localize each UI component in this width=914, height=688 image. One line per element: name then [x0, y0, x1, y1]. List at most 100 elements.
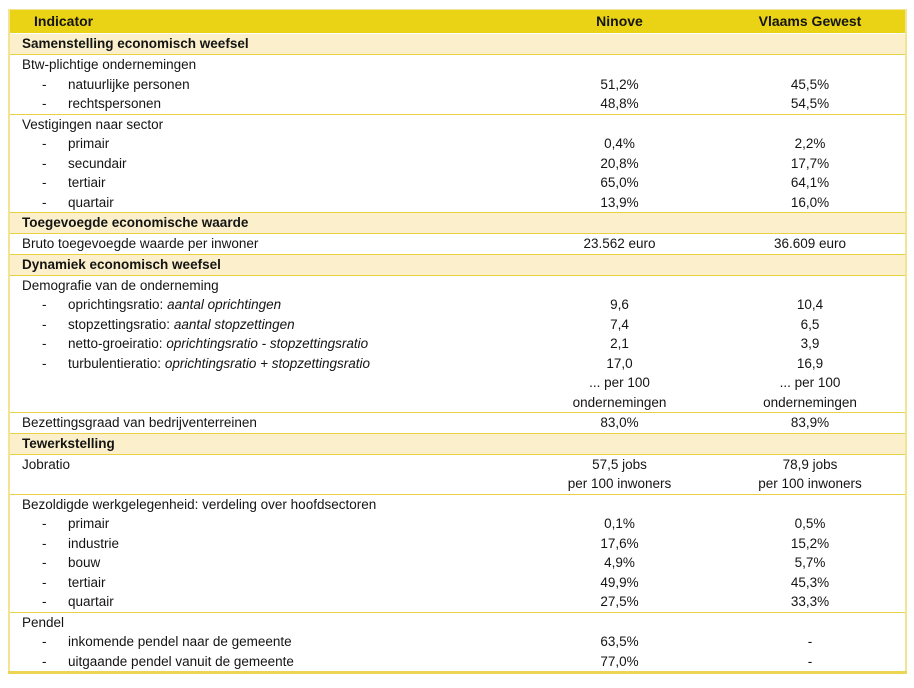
value-vlaams-gewest: 83,9%: [790, 415, 830, 430]
value-vlaams-gewest: 17,7%: [790, 155, 830, 171]
row-label: - quartair: [9, 193, 524, 213]
sub-row: - rechtspersonen 48,8% 54,5%: [9, 94, 906, 114]
group-label: Btw-plichtige ondernemingen: [22, 57, 197, 72]
sub-row: - turbulentieratio: oprichtingsratio + st…: [9, 354, 906, 374]
dash-bullet: -: [42, 297, 47, 312]
value-vlaams-gewest: 33,3%: [790, 594, 830, 609]
row-label-italic: oprichtingsratio + stopzettingsratio: [164, 355, 371, 371]
group-row: Demografie van de onderneming: [9, 275, 906, 295]
dash-bullet: -: [42, 594, 47, 609]
row-label: - turbulentieratio: oprichtingsratio + st…: [9, 354, 524, 374]
row-label-text: natuurlijke personen: [68, 76, 190, 92]
row-row: Bezettingsgraad van bedrijventerreinen 83…: [9, 412, 906, 434]
sub-row: - stopzettingsratio: aantal stopzettingen…: [9, 315, 906, 335]
note-row: ... per 100 ondernemingen ... per 100 ond…: [9, 373, 906, 413]
row-label-text: turbulentieratio:: [68, 355, 165, 371]
section-label: Toegevoegde economische waarde: [9, 212, 906, 234]
group-row: Bezoldigde werkgelegenheid: verdeling ov…: [9, 494, 906, 514]
sub-row: - primair 0,1% 0,5%: [9, 514, 906, 534]
value-ninove: 4,9%: [604, 555, 635, 570]
row-label-text: secundair: [68, 155, 127, 171]
dash-bullet: -: [42, 574, 47, 590]
column-header-vlaams-gewest: Vlaams Gewest: [715, 9, 906, 34]
value-ninove: 23.562 euro: [583, 236, 656, 251]
value-vlaams-gewest: 2,2%: [794, 136, 826, 151]
row-label-italic: aantal stopzettingen: [173, 316, 295, 332]
sub-row: - tertiair 65,0% 64,1%: [9, 173, 906, 193]
dash-bullet: -: [42, 634, 47, 649]
value-vlaams-gewest: 3,9: [800, 336, 820, 351]
value-vlaams-gewest: 45,5%: [790, 76, 830, 92]
row-label: - secundair: [9, 154, 524, 174]
row-label-text: primair: [68, 516, 110, 531]
sub-row: - oprichtingsratio: aantal oprichtingen 9,…: [9, 295, 906, 315]
row-label-text: rechtspersonen: [68, 96, 162, 111]
dash-bullet: -: [42, 155, 47, 171]
row-label: - uitgaande pendel vanuit de gemeente: [9, 652, 524, 673]
row-label: - rechtspersonen: [9, 94, 524, 114]
row-label: [9, 373, 524, 413]
row-label-text: Jobratio: [22, 456, 71, 472]
group-row: Vestigingen naar sector: [9, 114, 906, 134]
value-ninove: 17,6%: [600, 535, 639, 551]
dash-bullet: -: [42, 535, 47, 551]
dash-bullet: -: [42, 136, 47, 151]
group-label: Pendel: [22, 614, 65, 630]
value-ninove: 7,4: [610, 316, 629, 332]
dash-bullet: -: [42, 316, 47, 332]
section-label: Dynamiek economisch weefsel: [9, 254, 906, 275]
row-label-text: oprichtingsratio:: [68, 297, 168, 312]
row-label: - stopzettingsratio: aantal stopzettingen: [9, 315, 524, 335]
section-row: Toegevoegde economische waarde: [9, 212, 906, 234]
value-vlaams-gewest: 45,3%: [790, 574, 830, 590]
value-vlaams-gewest: 64,1%: [790, 175, 830, 190]
value-ninove: 2,1: [610, 336, 629, 351]
value-ninove: 83,0%: [600, 415, 639, 430]
group-label: Demografie van de onderneming: [22, 277, 219, 293]
sub-row: - industrie 17,6% 15,2%: [9, 534, 906, 554]
row-label-text: tertiair: [68, 574, 106, 590]
value-vlaams-gewest: 15,2%: [790, 535, 830, 551]
value-ninove: 57,5 jobs per 100 inwoners: [567, 456, 672, 492]
value-ninove: 63,5%: [600, 634, 639, 649]
section-row: Dynamiek economisch weefsel: [9, 254, 906, 275]
dash-bullet: -: [42, 653, 47, 669]
value-vlaams-gewest: ... per 100 ondernemingen: [763, 375, 857, 410]
group-label: Vestigingen naar sector: [22, 116, 164, 132]
dash-bullet: -: [42, 336, 47, 351]
value-vlaams-gewest: 0,5%: [794, 516, 826, 531]
row-label: - primair: [9, 514, 524, 534]
dash-bullet: -: [42, 555, 47, 570]
dash-bullet: -: [42, 96, 47, 111]
sub-row: - quartair 13,9% 16,0%: [9, 193, 906, 213]
row-label: - tertiair: [9, 173, 524, 193]
row-label-text: tertiair: [68, 175, 106, 190]
value-vlaams-gewest: 5,7%: [794, 555, 826, 570]
sub-row: - bouw 4,9% 5,7%: [9, 553, 906, 573]
value-vlaams-gewest: 54,5%: [790, 96, 830, 111]
row-label-text: inkomende pendel naar de gemeente: [68, 634, 292, 649]
column-header-indicator: Indicator: [9, 9, 524, 34]
dash-bullet: -: [42, 194, 47, 210]
value-ninove: 9,6: [610, 297, 629, 312]
value-ninove: 48,8%: [600, 96, 639, 111]
value-ninove: 17,0: [606, 355, 633, 371]
section-row: Samenstelling economisch weefsel: [9, 33, 906, 55]
sub-row: - quartair 27,5% 33,3%: [9, 592, 906, 612]
value-ninove: 0,4%: [604, 136, 635, 151]
row-label: - netto-groeiratio: oprichtingsratio - st…: [9, 334, 524, 354]
value-vlaams-gewest: 16,9: [796, 355, 824, 371]
section-row: Tewerkstelling: [9, 433, 906, 454]
column-header-ninove: Ninove: [524, 9, 715, 34]
sub-row: - tertiair 49,9% 45,3%: [9, 573, 906, 593]
indicator-table: Indicator Ninove Vlaams Gewest Samenstel…: [8, 9, 907, 674]
row-label-text: Bezettingsgraad van bedrijventerreinen: [22, 415, 257, 430]
value-ninove: 0,1%: [604, 516, 635, 531]
value-ninove: ... per 100 ondernemingen: [572, 375, 667, 410]
value-ninove: 27,5%: [600, 594, 639, 609]
row-row: Jobratio 57,5 jobs per 100 inwoners 78,9 j…: [9, 454, 906, 494]
table-body: Samenstelling economisch weefsel Btw-plic…: [9, 33, 906, 673]
row-label-text: quartair: [68, 594, 114, 609]
row-label: - bouw: [9, 553, 524, 573]
value-vlaams-gewest: 16,0%: [790, 194, 830, 210]
